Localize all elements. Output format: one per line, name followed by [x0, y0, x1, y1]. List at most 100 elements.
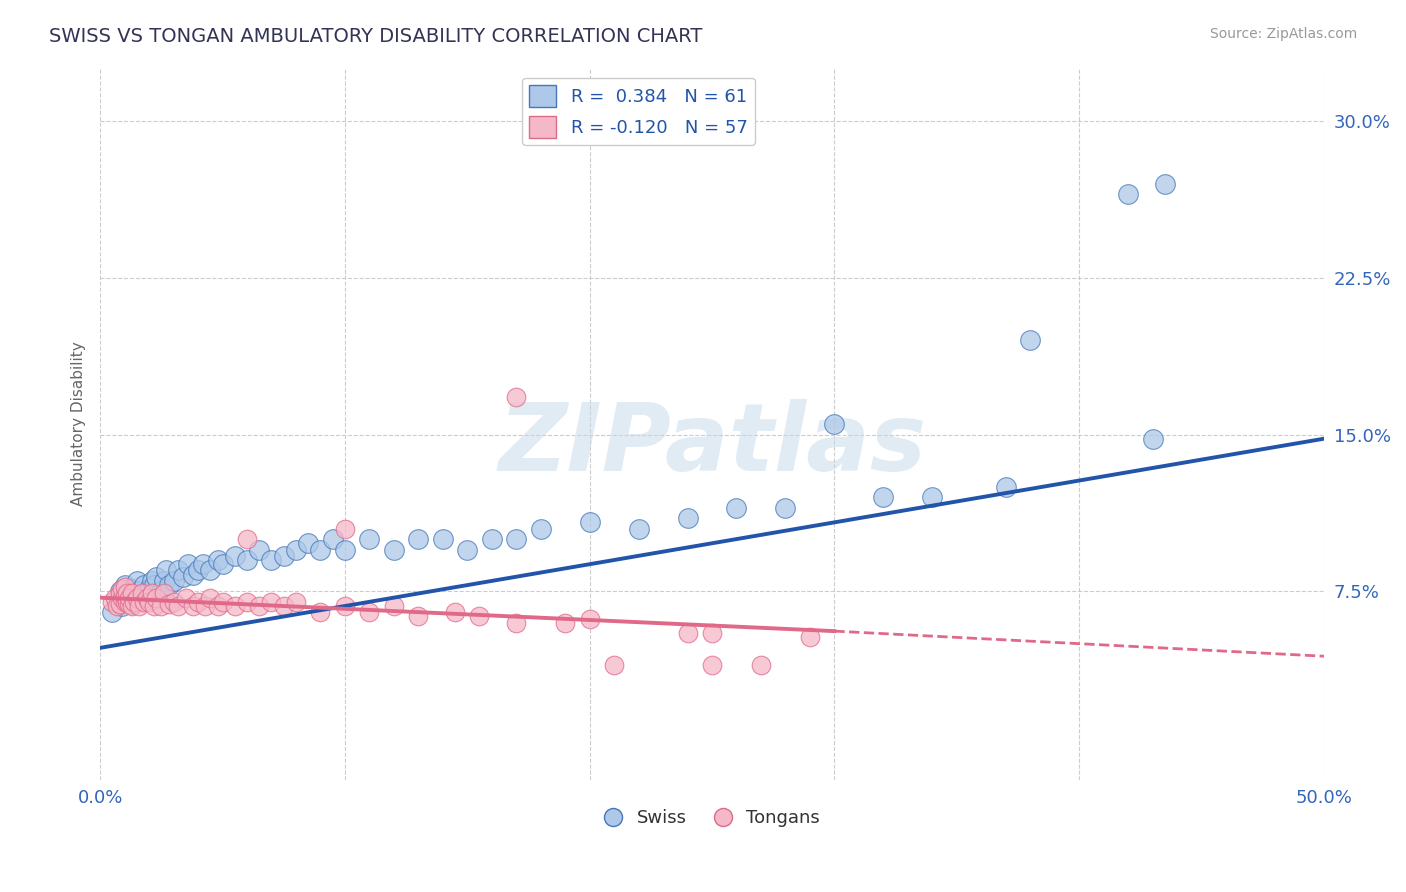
Point [138, 595, 160, 609]
Point [799, 631, 821, 645]
Point [155, 564, 177, 578]
Point [174, 591, 197, 605]
Point [224, 549, 246, 563]
Point [578, 516, 600, 530]
Point [297, 536, 319, 550]
Point [111, 599, 134, 613]
Point [157, 578, 180, 592]
Point [211, 558, 233, 572]
Point [432, 532, 454, 546]
Point [105, 595, 128, 609]
Point [700, 626, 723, 640]
Point [578, 611, 600, 625]
Point [333, 522, 356, 536]
Point [115, 595, 138, 609]
Point [131, 591, 153, 605]
Point [207, 553, 229, 567]
Point [994, 480, 1017, 494]
Point [191, 558, 214, 572]
Point [121, 597, 143, 611]
Point [143, 599, 166, 613]
Point [187, 564, 209, 578]
Point [143, 578, 166, 592]
Point [207, 599, 229, 613]
Point [236, 553, 259, 567]
Point [273, 549, 295, 563]
Point [284, 542, 307, 557]
Point [1116, 186, 1139, 201]
Point [138, 582, 160, 597]
Point [162, 595, 184, 609]
Y-axis label: Ambulatory Disability: Ambulatory Disability [72, 342, 86, 507]
Point [152, 586, 174, 600]
Point [456, 542, 478, 557]
Point [105, 599, 128, 613]
Point [260, 595, 283, 609]
Point [145, 591, 167, 605]
Point [167, 599, 190, 613]
Point [200, 591, 222, 605]
Point [181, 567, 204, 582]
Point [125, 591, 148, 605]
Point [333, 542, 356, 557]
Point [468, 609, 491, 624]
Point [444, 605, 467, 619]
Point [284, 595, 307, 609]
Point [309, 542, 332, 557]
Point [118, 586, 141, 600]
Point [118, 591, 141, 605]
Point [150, 599, 173, 613]
Legend: Swiss, Tongans: Swiss, Tongans [598, 802, 827, 835]
Point [627, 522, 650, 536]
Text: SWISS VS TONGAN AMBULATORY DISABILITY CORRELATION CHART: SWISS VS TONGAN AMBULATORY DISABILITY CO… [49, 27, 703, 45]
Point [260, 553, 283, 567]
Point [236, 532, 259, 546]
Point [194, 599, 217, 613]
Point [1153, 177, 1175, 191]
Point [128, 599, 150, 613]
Point [749, 657, 772, 672]
Point [187, 595, 209, 609]
Point [104, 591, 127, 605]
Point [114, 589, 136, 603]
Point [247, 599, 270, 613]
Point [236, 595, 259, 609]
Point [1142, 432, 1164, 446]
Point [114, 580, 136, 594]
Point [114, 595, 136, 609]
Point [775, 500, 797, 515]
Point [108, 597, 131, 611]
Point [359, 532, 381, 546]
Point [505, 615, 527, 630]
Point [101, 605, 124, 619]
Point [554, 615, 576, 630]
Point [382, 542, 405, 557]
Point [530, 522, 553, 536]
Text: Source: ZipAtlas.com: Source: ZipAtlas.com [1209, 27, 1357, 41]
Point [121, 582, 143, 597]
Point [725, 500, 748, 515]
Point [121, 599, 143, 613]
Point [125, 574, 148, 588]
Text: ZIPatlas: ZIPatlas [498, 400, 927, 491]
Point [152, 574, 174, 588]
Point [131, 586, 153, 600]
Point [505, 532, 527, 546]
Point [1019, 334, 1042, 348]
Point [359, 605, 381, 619]
Point [134, 595, 156, 609]
Point [172, 570, 194, 584]
Point [118, 597, 141, 611]
Point [603, 657, 626, 672]
Point [200, 564, 222, 578]
Point [700, 657, 723, 672]
Point [322, 532, 344, 546]
Point [121, 586, 143, 600]
Point [382, 599, 405, 613]
Point [111, 591, 134, 605]
Point [141, 586, 163, 600]
Point [273, 599, 295, 613]
Point [676, 511, 699, 525]
Point [921, 490, 943, 504]
Point [157, 597, 180, 611]
